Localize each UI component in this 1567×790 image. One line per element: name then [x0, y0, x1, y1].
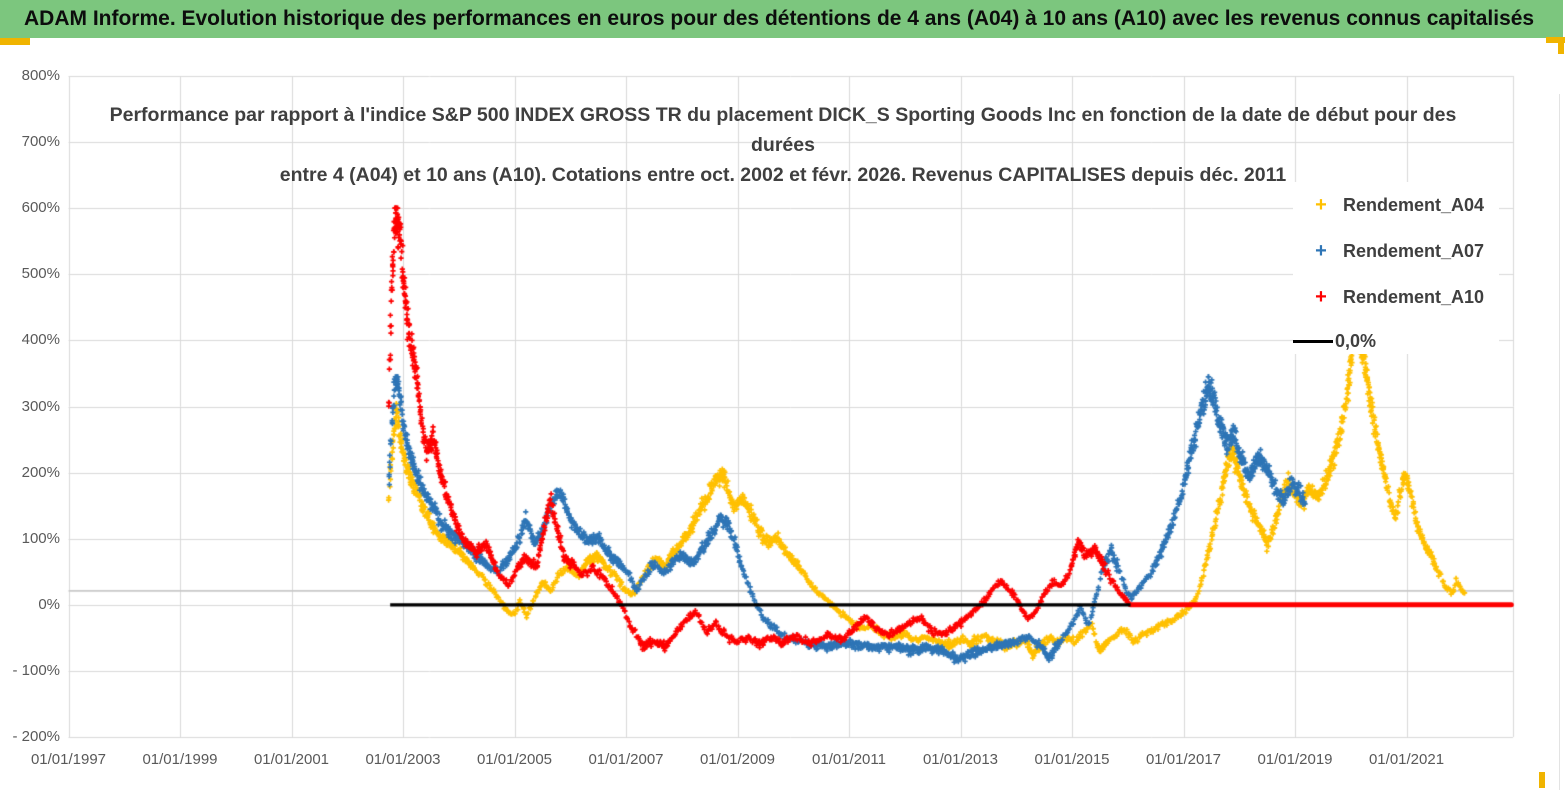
y-tick-label: - 100% [12, 661, 60, 679]
legend-item-a07: + Rendement_A07 [1301, 236, 1484, 266]
y-tick-label: 100% [21, 529, 60, 547]
x-tick-label: 01/01/2019 [1257, 751, 1333, 768]
y-tick-label: 600% [21, 199, 60, 217]
x-tick-label: 01/01/2015 [1034, 751, 1110, 768]
gold-accent-top-left [0, 38, 30, 45]
plus-marker-icon: + [1315, 286, 1327, 308]
legend-label: Rendement_A04 [1343, 194, 1485, 215]
x-tick-label: 01/01/2011 [812, 751, 886, 768]
legend-item-a10: + Rendement_A10 [1301, 282, 1484, 312]
chart-title-line1: Performance par rapport à l'indice S&P 5… [109, 104, 1457, 126]
y-tick-label: 800% [21, 67, 60, 84]
legend-label: Rendement_A07 [1343, 240, 1485, 261]
panel-right-edge [1559, 94, 1560, 790]
x-tick-label: 01/01/1997 [30, 751, 107, 768]
y-tick-label: 500% [21, 265, 60, 283]
y-tick-label: 700% [21, 133, 60, 151]
x-tick-label: 01/01/2003 [365, 751, 441, 768]
chart-canvas [0, 40, 1567, 788]
x-tick-label: 01/01/2021 [1368, 751, 1445, 768]
legend-item-a04: + Rendement_A04 [1301, 190, 1484, 220]
x-tick-label: 01/01/2013 [922, 751, 999, 768]
legend-item-zero-line: 0,0% [1293, 326, 1376, 356]
x-tick-label: 01/01/2017 [1145, 751, 1222, 768]
gold-accent-bottom-right [1539, 772, 1545, 788]
gold-accent-top-right-v [1558, 37, 1564, 54]
x-tick-label: 01/01/2001 [253, 751, 330, 768]
legend: + Rendement_A04 + Rendement_A07 + Rendem… [1293, 182, 1499, 354]
y-tick-label: 0% [38, 595, 60, 613]
y-tick-label: 400% [21, 331, 60, 349]
chart-panel: Performance par rapport à l'indice S&P 5… [0, 40, 1567, 790]
plus-marker-icon: + [1315, 240, 1327, 262]
x-tick-label: 01/01/2007 [588, 751, 664, 768]
x-tick-label: 01/01/1999 [142, 751, 218, 768]
header-bar: ADAM Informe. Evolution historique des p… [0, 0, 1563, 38]
y-tick-label: 300% [21, 397, 60, 415]
y-tick-label: 200% [21, 463, 60, 481]
chart-title-line2: durées [751, 134, 815, 156]
zero-line-icon [1293, 339, 1333, 343]
gold-accent-top-right [1546, 37, 1565, 43]
legend-label: Rendement_A10 [1343, 286, 1485, 307]
legend-label: 0,0% [1335, 330, 1377, 351]
header-title: ADAM Informe. Evolution historique des p… [24, 7, 1535, 30]
y-tick-label: - 200% [12, 728, 60, 745]
plus-marker-icon: + [1315, 194, 1327, 216]
x-tick-label: 01/01/2009 [699, 751, 776, 768]
chart-title-line3: entre 4 (A04) et 10 ans (A10). Cotations… [279, 164, 1287, 186]
x-tick-label: 01/01/2005 [476, 751, 553, 768]
chart-title: Performance par rapport à l'indice S&P 5… [68, 100, 1498, 190]
